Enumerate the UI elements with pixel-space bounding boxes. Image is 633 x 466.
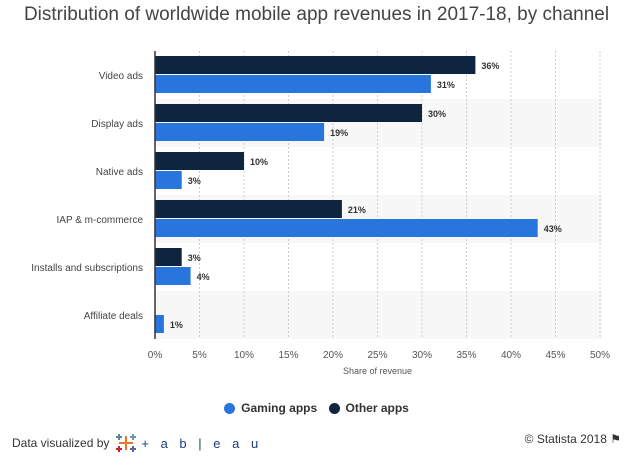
x-tick-label: 0% xyxy=(148,350,163,361)
data-label: 3% xyxy=(188,176,201,186)
data-label: 3% xyxy=(188,253,201,263)
category-label: Video ads xyxy=(99,71,143,82)
x-tick-label: 5% xyxy=(192,350,207,361)
x-tick-label: 45% xyxy=(545,350,565,361)
data-label: 21% xyxy=(348,205,366,215)
x-tick-label: 20% xyxy=(323,350,343,361)
legend-dot-icon xyxy=(224,402,236,414)
legend-item-other[interactable]: Other apps xyxy=(328,401,409,415)
x-tick-label: 15% xyxy=(278,350,298,361)
category-label: Affiliate deals xyxy=(84,311,143,322)
tableau-logo[interactable]: + a b | e a u xyxy=(115,432,262,454)
chart-title: Distribution of worldwide mobile app rev… xyxy=(23,4,610,25)
bar-gaming xyxy=(155,315,164,333)
data-label: 4% xyxy=(197,272,210,282)
x-tick-label: 35% xyxy=(456,350,476,361)
bar-gaming xyxy=(155,219,538,237)
data-label: 43% xyxy=(544,224,562,234)
bar-other xyxy=(155,152,244,170)
copyright-text: © Statista 2018 xyxy=(524,432,607,446)
legend: Gaming apps Other apps xyxy=(0,401,633,417)
tableau-cross-icon xyxy=(116,434,137,452)
credit-text: Data visualized by xyxy=(12,436,110,450)
tableau-wordmark: + a b | e a u xyxy=(141,435,263,451)
x-tick-label: 50% xyxy=(590,350,610,361)
bar-other xyxy=(155,104,422,122)
band-shade xyxy=(155,291,602,339)
bar-other xyxy=(155,56,476,74)
bar-gaming xyxy=(155,171,182,189)
bar-other xyxy=(155,200,342,218)
bar-gaming xyxy=(155,75,431,93)
x-tick-label: 40% xyxy=(501,350,521,361)
x-tick-label: 30% xyxy=(412,350,432,361)
bar-gaming xyxy=(155,267,191,285)
category-label: Display ads xyxy=(91,119,143,130)
data-label: 36% xyxy=(481,61,499,71)
data-label: 19% xyxy=(330,128,348,138)
legend-label: Other apps xyxy=(345,401,409,415)
flag-icon: ⚑ xyxy=(610,432,621,446)
x-tick-label: 10% xyxy=(234,350,254,361)
data-label: 31% xyxy=(437,80,455,90)
category-label: IAP & m-commerce xyxy=(57,215,144,226)
copyright[interactable]: © Statista 2018 ⚑ xyxy=(525,432,621,446)
bar-chart: 0% 5% 10% 15% 20% 25% 30% 35% 40% 45% 50% Share of … xyxy=(31,51,610,376)
data-label: 1% xyxy=(170,320,183,330)
data-label: 10% xyxy=(250,157,268,167)
data-label: 30% xyxy=(428,109,446,119)
bar-other xyxy=(155,248,182,266)
legend-item-gaming[interactable]: Gaming apps xyxy=(224,401,317,415)
x-tick-label: 25% xyxy=(367,350,387,361)
category-label: Native ads xyxy=(96,167,143,178)
credit: Data visualized by + a b | e a u xyxy=(12,432,262,454)
bar-gaming xyxy=(155,123,325,141)
category-label: Installs and subscriptions xyxy=(31,263,143,274)
legend-label: Gaming apps xyxy=(241,401,318,415)
x-axis-label: Share of revenue xyxy=(343,366,412,376)
legend-dot-icon xyxy=(328,402,340,414)
